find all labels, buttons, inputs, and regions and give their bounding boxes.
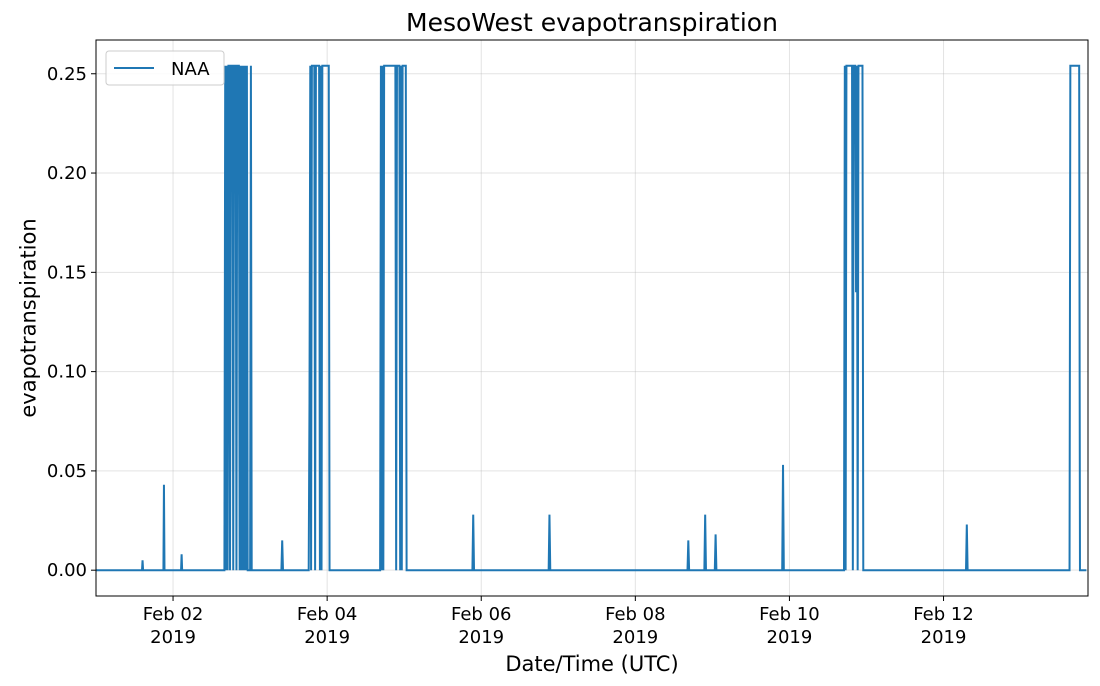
y-tick-label: 0.05 xyxy=(47,461,87,482)
x-tick-label: Feb 02 xyxy=(143,604,204,625)
x-tick-label: Feb 04 xyxy=(297,604,358,625)
y-tick-label: 0.15 xyxy=(47,262,87,283)
x-tick-label-year: 2019 xyxy=(612,627,658,648)
y-tick-label: 0.25 xyxy=(47,64,87,85)
x-tick-label-year: 2019 xyxy=(150,627,196,648)
x-tick-label: Feb 10 xyxy=(759,604,820,625)
chart-title: MesoWest evapotranspiration xyxy=(406,8,778,37)
legend-box xyxy=(105,50,225,86)
legend-label-naa: NAA xyxy=(171,59,210,80)
y-tick-label: 0.10 xyxy=(47,362,87,383)
series-line-naa xyxy=(96,64,1087,572)
x-tick-label-year: 2019 xyxy=(767,627,813,648)
y-axis-label: evapotranspiration xyxy=(16,218,40,417)
grid-lines xyxy=(96,40,1088,596)
x-tick-label: Feb 12 xyxy=(913,604,974,625)
plot-area-frame xyxy=(95,39,1089,597)
legend: NAA xyxy=(105,50,225,86)
x-tick-label-year: 2019 xyxy=(458,627,504,648)
y-tick-label: 0.00 xyxy=(47,560,87,581)
x-axis-label: Date/Time (UTC) xyxy=(505,652,678,676)
x-tick-label: Feb 06 xyxy=(451,604,512,625)
series-layer xyxy=(96,64,1087,572)
x-tick-label: Feb 08 xyxy=(605,604,666,625)
x-tick-label-year: 2019 xyxy=(921,627,967,648)
y-tick-label: 0.20 xyxy=(47,163,87,184)
x-tick-label-year: 2019 xyxy=(304,627,350,648)
